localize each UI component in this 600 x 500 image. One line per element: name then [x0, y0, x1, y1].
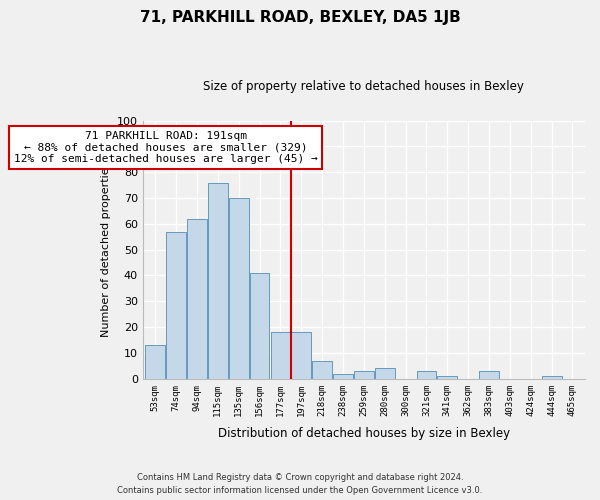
Text: 71 PARKHILL ROAD: 191sqm
← 88% of detached houses are smaller (329)
12% of semi-: 71 PARKHILL ROAD: 191sqm ← 88% of detach…: [14, 131, 317, 164]
Bar: [312, 360, 332, 379]
Bar: [145, 345, 165, 379]
Bar: [229, 198, 248, 379]
Text: Contains HM Land Registry data © Crown copyright and database right 2024.
Contai: Contains HM Land Registry data © Crown c…: [118, 473, 482, 495]
Bar: [166, 232, 186, 379]
Bar: [208, 182, 228, 379]
Bar: [375, 368, 395, 379]
X-axis label: Distribution of detached houses by size in Bexley: Distribution of detached houses by size …: [218, 427, 510, 440]
Bar: [542, 376, 562, 379]
Bar: [333, 374, 353, 379]
Bar: [271, 332, 290, 379]
Title: Size of property relative to detached houses in Bexley: Size of property relative to detached ho…: [203, 80, 524, 93]
Bar: [479, 371, 499, 379]
Y-axis label: Number of detached properties: Number of detached properties: [101, 162, 112, 338]
Text: 71, PARKHILL ROAD, BEXLEY, DA5 1JB: 71, PARKHILL ROAD, BEXLEY, DA5 1JB: [140, 10, 460, 25]
Bar: [292, 332, 311, 379]
Bar: [416, 371, 436, 379]
Bar: [354, 371, 374, 379]
Bar: [250, 273, 269, 379]
Bar: [187, 218, 207, 379]
Bar: [437, 376, 457, 379]
